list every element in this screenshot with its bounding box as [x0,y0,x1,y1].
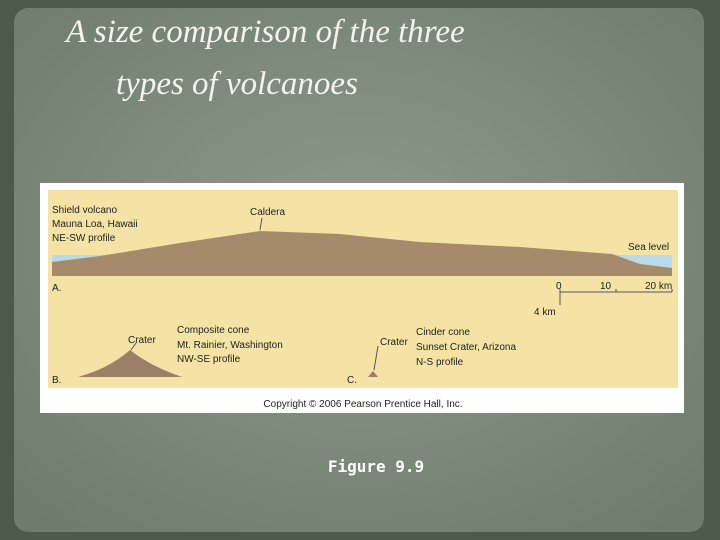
label: Shield volcano [52,205,117,216]
title-line: A size comparison of the three [64,14,465,50]
copyright: Copyright © 2006 Pearson Prentice Hall, … [263,399,462,410]
label: Caldera [250,207,285,218]
label: NW-SE profile [177,354,241,365]
shield-profile [52,231,672,276]
figure-background [48,190,678,388]
title-line: types of volcanoes [116,66,358,102]
label: N-S profile [416,357,464,368]
label: Sea level [628,242,669,253]
label: Composite cone [177,325,250,336]
label: NE-SW profile [52,233,116,244]
label: A. [52,283,61,294]
scale-bar [130,217,673,371]
cinder-cone [368,371,378,377]
scale-label: 4 km [534,307,556,318]
scale-label: 0 [556,281,562,292]
label: Crater [128,335,156,346]
caption: Figure 9.9 [328,457,424,476]
label: Mauna Loa, Hawaii [52,219,138,230]
composite-cone [78,350,182,377]
label: B. [52,375,61,386]
figure: Shield volcano Mauna Loa, Hawaii NE-SW p… [40,183,684,413]
label: C. [347,375,357,386]
label: Sunset Crater, Arizona [416,342,516,353]
label: Cinder cone [416,327,470,338]
label: Crater [380,337,408,348]
scale-label: 10 [600,281,612,292]
label: Mt. Rainier, Washington [177,340,283,351]
scale-label: 20 km [645,281,672,292]
